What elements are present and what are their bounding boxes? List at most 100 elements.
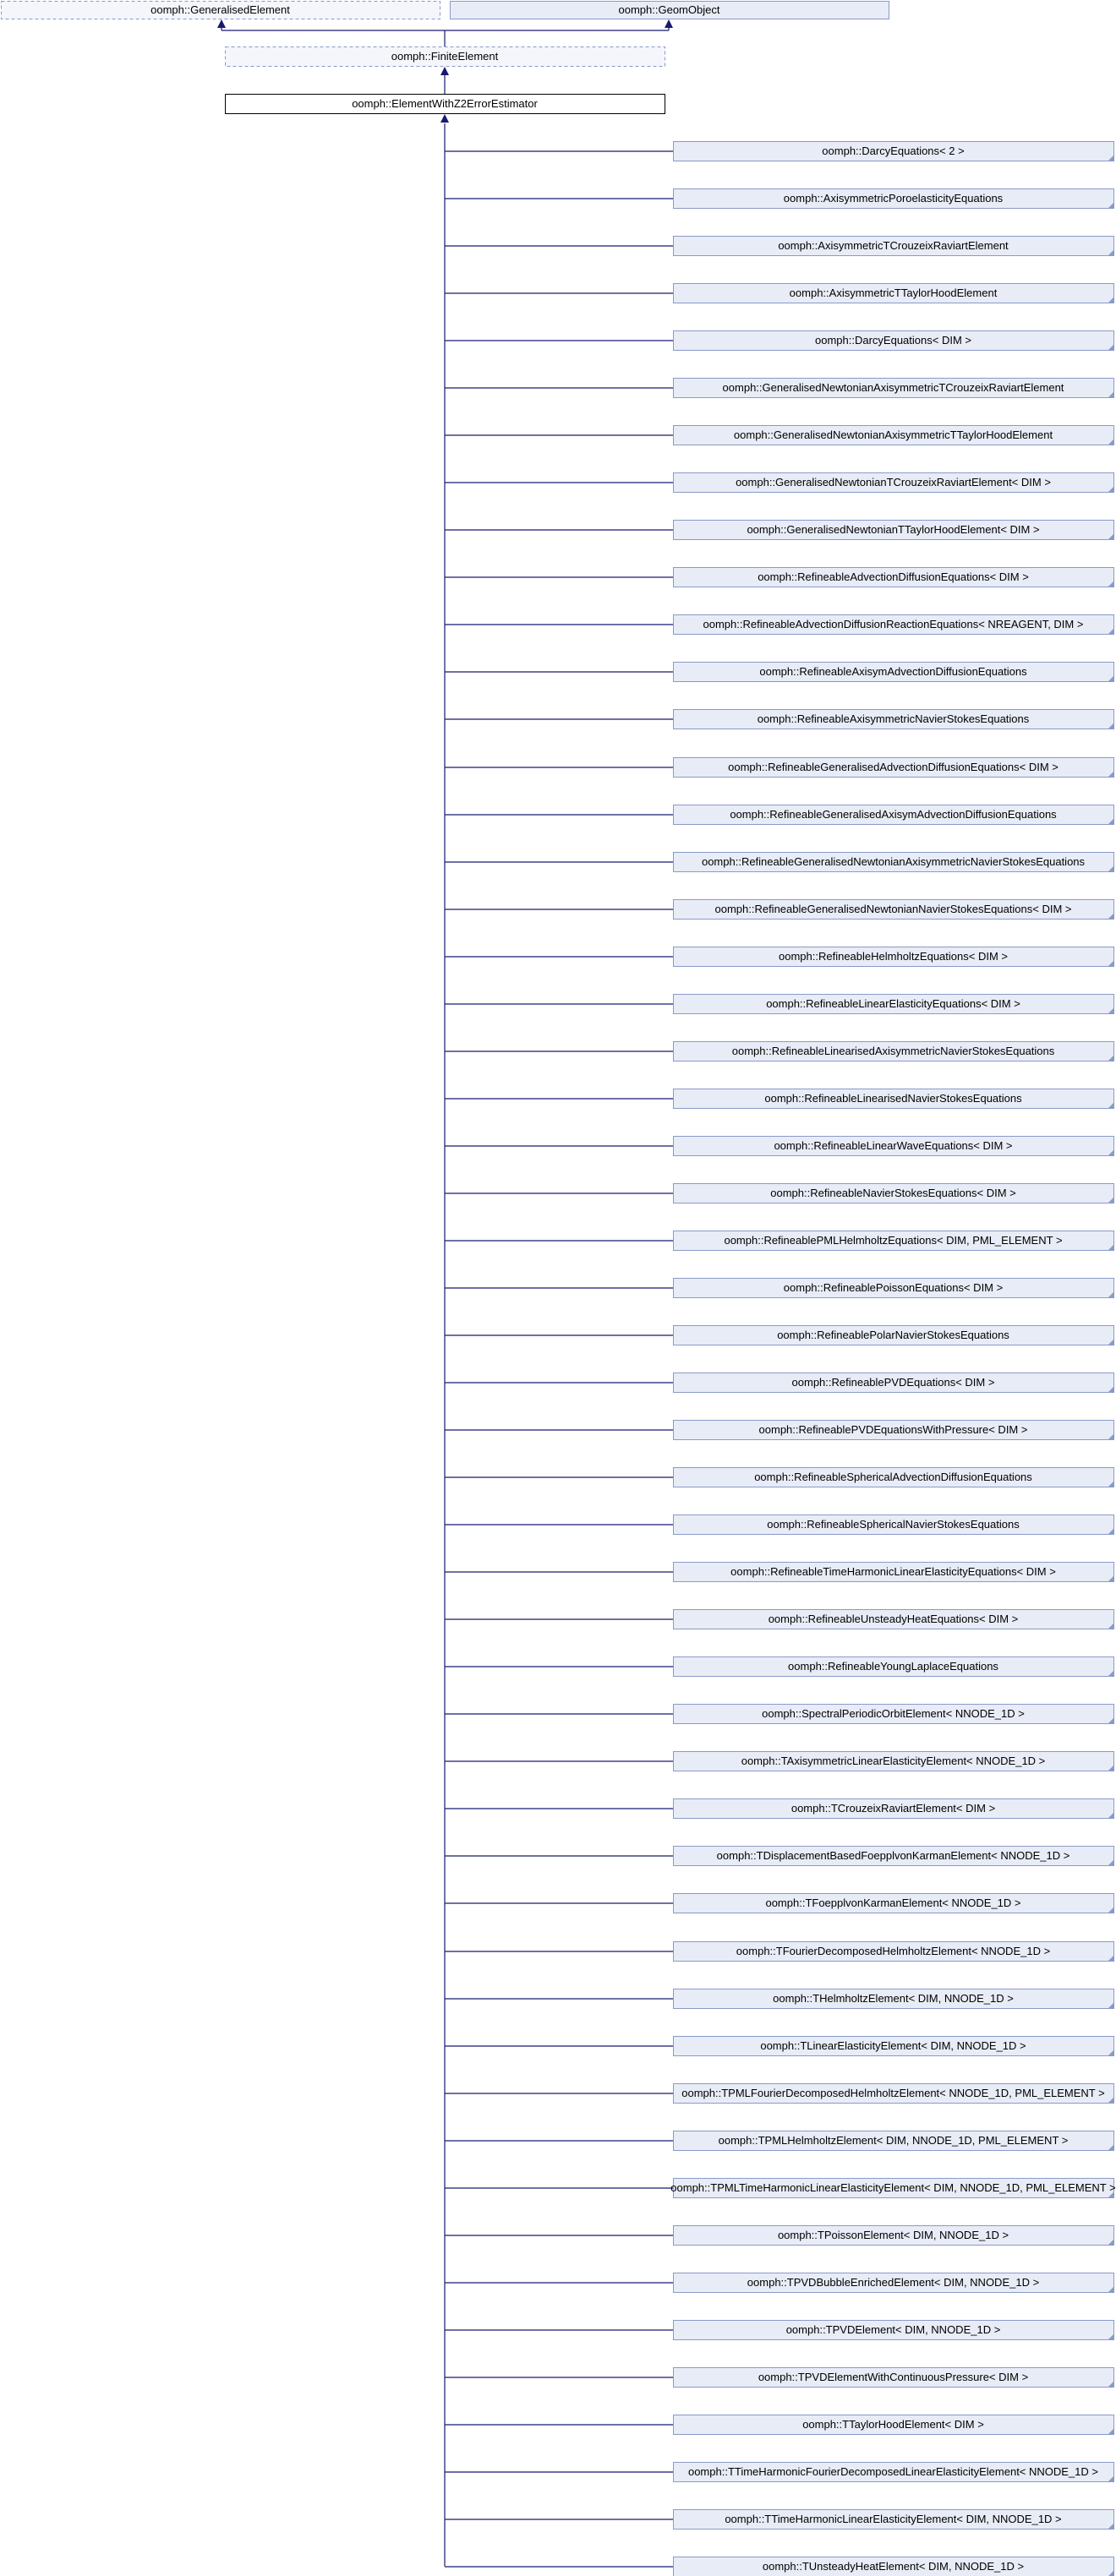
class-label[interactable]: oomph::RefineableLinearElasticityEquatio… xyxy=(766,997,1020,1010)
class-label[interactable]: oomph::SpectralPeriodicOrbitElement< NNO… xyxy=(762,1707,1025,1720)
class-label[interactable]: oomph::TTimeHarmonicFourierDecomposedLin… xyxy=(688,2465,1098,2478)
class-label[interactable]: oomph::TUnsteadyHeatElement< DIM, NNODE_… xyxy=(763,2560,1024,2573)
class-box[interactable] xyxy=(673,852,1114,872)
class-box[interactable] xyxy=(673,805,1114,825)
class-box[interactable] xyxy=(673,2083,1114,2104)
class-box[interactable] xyxy=(673,1562,1114,1582)
class-label[interactable]: oomph::RefineablePMLHelmholtzEquations< … xyxy=(724,1234,1062,1247)
class-label[interactable]: oomph::RefineableGeneralisedAdvectionDif… xyxy=(728,761,1059,773)
class-label[interactable]: oomph::RefineableSphericalNavierStokesEq… xyxy=(767,1518,1020,1531)
class-label[interactable]: oomph::RefineablePolarNavierStokesEquati… xyxy=(777,1329,1009,1341)
class-label[interactable]: oomph::AxisymmetricTTaylorHoodElement xyxy=(790,287,998,299)
class-label[interactable]: oomph::GeneralisedNewtonianAxisymmetricT… xyxy=(723,381,1064,394)
class-label[interactable]: oomph::AxisymmetricPoroelasticityEquatio… xyxy=(784,192,1004,205)
class-box[interactable] xyxy=(225,46,665,67)
class-label[interactable]: oomph::DarcyEquations< 2 > xyxy=(822,145,964,157)
class-label[interactable]: oomph::RefineableAxisymAdvectionDiffusio… xyxy=(759,665,1027,678)
class-label[interactable]: oomph::AxisymmetricTCrouzeixRaviartEleme… xyxy=(778,239,1009,252)
class-label[interactable]: oomph::RefineableGeneralisedAxisymAdvect… xyxy=(730,808,1057,821)
class-label[interactable]: oomph::GeneralisedNewtonianTCrouzeixRavi… xyxy=(736,476,1051,488)
class-box[interactable] xyxy=(673,236,1114,256)
class-box[interactable] xyxy=(673,2462,1114,2482)
class-label[interactable]: oomph::RefineableGeneralisedNewtonianNav… xyxy=(714,903,1071,915)
class-box[interactable] xyxy=(673,947,1114,967)
class-label[interactable]: oomph::RefineableLinearisedNavierStokesE… xyxy=(764,1092,1022,1105)
class-box[interactable] xyxy=(673,1893,1114,1913)
class-label[interactable]: oomph::RefineableSphericalAdvectionDiffu… xyxy=(754,1471,1032,1483)
class-box[interactable] xyxy=(673,994,1114,1014)
class-box[interactable] xyxy=(673,2557,1114,2576)
class-box[interactable] xyxy=(673,2273,1114,2293)
class-box[interactable] xyxy=(673,520,1114,540)
class-label[interactable]: oomph::TDisplacementBasedFoepplvonKarman… xyxy=(717,1849,1070,1862)
class-label[interactable]: oomph::RefineableHelmholtzEquations< DIM… xyxy=(779,950,1008,963)
class-label[interactable]: oomph::TTimeHarmonicLinearElasticityElem… xyxy=(725,2513,1061,2525)
class-label[interactable]: oomph::RefineablePoissonEquations< DIM > xyxy=(784,1281,1003,1294)
class-label[interactable]: oomph::GeneralisedNewtonianTTaylorHoodEl… xyxy=(747,523,1039,536)
class-box[interactable] xyxy=(673,188,1114,209)
class-label[interactable]: oomph::TCrouzeixRaviartElement< DIM > xyxy=(791,1802,995,1815)
class-box[interactable] xyxy=(673,1278,1114,1298)
class-label[interactable]: oomph::RefineableUnsteadyHeatEquations< … xyxy=(769,1613,1019,1625)
class-label[interactable]: oomph::TFoepplvonKarmanElement< NNODE_1D… xyxy=(765,1897,1020,1909)
class-box[interactable] xyxy=(673,141,1114,161)
class-box[interactable] xyxy=(673,709,1114,729)
class-label[interactable]: oomph::TFourierDecomposedHelmholtzElemen… xyxy=(736,1945,1050,1957)
class-label[interactable]: oomph::RefineableLinearWaveEquations< DI… xyxy=(774,1139,1012,1152)
class-box[interactable] xyxy=(673,1325,1114,1345)
class-label[interactable]: oomph::RefineableAdvectionDiffusionEquat… xyxy=(758,570,1029,583)
class-box[interactable] xyxy=(673,1751,1114,1771)
class-box[interactable] xyxy=(673,2320,1114,2340)
class-box[interactable] xyxy=(450,1,889,19)
class-label[interactable]: oomph::TTaylorHoodElement< DIM > xyxy=(802,2418,984,2431)
class-label[interactable]: oomph::RefineableNavierStokesEquations< … xyxy=(770,1187,1016,1199)
class-label[interactable]: oomph::RefineablePVDEquations< DIM > xyxy=(792,1376,995,1389)
class-box[interactable] xyxy=(673,1420,1114,1440)
class-box[interactable] xyxy=(673,330,1114,351)
class-box[interactable] xyxy=(673,1656,1114,1677)
class-label[interactable]: oomph::TPVDBubbleEnrichedElement< DIM, N… xyxy=(747,2276,1039,2289)
class-box[interactable] xyxy=(673,2225,1114,2246)
class-label[interactable]: oomph::RefineablePVDEquationsWithPressur… xyxy=(759,1423,1028,1436)
class-box[interactable] xyxy=(673,2367,1114,2388)
class-box[interactable] xyxy=(673,1183,1114,1203)
class-label[interactable]: oomph::TPVDElement< DIM, NNODE_1D > xyxy=(786,2323,1001,2336)
class-label[interactable]: oomph::RefineableAdvectionDiffusionReact… xyxy=(703,618,1084,630)
class-box[interactable] xyxy=(673,1704,1114,1724)
class-label[interactable]: oomph::FiniteElement xyxy=(391,50,499,63)
class-box[interactable] xyxy=(673,1136,1114,1156)
class-box[interactable] xyxy=(673,472,1114,493)
class-box[interactable] xyxy=(1,1,440,19)
class-label[interactable]: oomph::GeneralisedElement xyxy=(150,3,290,16)
class-label[interactable]: oomph::DarcyEquations< DIM > xyxy=(815,334,971,347)
class-box[interactable] xyxy=(673,757,1114,778)
class-label[interactable]: oomph::TPMLHelmholtzElement< DIM, NNODE_… xyxy=(719,2134,1069,2147)
class-label[interactable]: oomph::GeneralisedNewtonianAxisymmetricT… xyxy=(734,428,1053,441)
class-label[interactable]: oomph::TAxisymmetricLinearElasticityElem… xyxy=(741,1755,1046,1767)
class-label[interactable]: oomph::TPMLFourierDecomposedHelmholtzEle… xyxy=(681,2087,1104,2099)
class-box[interactable] xyxy=(673,1231,1114,1251)
class-box[interactable] xyxy=(673,1989,1114,2009)
class-label[interactable]: oomph::RefineableLinearisedAxisymmetricN… xyxy=(732,1045,1055,1057)
class-label[interactable]: oomph::RefineableAxisymmetricNavierStoke… xyxy=(758,712,1030,725)
class-box[interactable] xyxy=(673,425,1114,445)
class-box[interactable] xyxy=(673,1514,1114,1535)
class-label[interactable]: oomph::RefineableTimeHarmonicLinearElast… xyxy=(730,1565,1056,1578)
class-box[interactable] xyxy=(673,1373,1114,1393)
class-box[interactable] xyxy=(673,1941,1114,1962)
class-box[interactable] xyxy=(673,614,1114,635)
class-label[interactable]: oomph::RefineableGeneralisedNewtonianAxi… xyxy=(702,855,1086,868)
class-label[interactable]: oomph::TLinearElasticityElement< DIM, NN… xyxy=(760,2039,1026,2052)
class-box[interactable] xyxy=(673,2509,1114,2530)
class-label[interactable]: oomph::RefineableYoungLaplaceEquations xyxy=(788,1660,998,1673)
class-box[interactable] xyxy=(673,1041,1114,1062)
class-box[interactable] xyxy=(673,1089,1114,1109)
class-box[interactable] xyxy=(673,2131,1114,2151)
class-box[interactable] xyxy=(673,1798,1114,1819)
class-box[interactable] xyxy=(673,899,1114,920)
class-label[interactable]: oomph::THelmholtzElement< DIM, NNODE_1D … xyxy=(773,1992,1014,2005)
class-label[interactable]: oomph::TPVDElementWithContinuousPressure… xyxy=(758,2371,1028,2383)
class-box[interactable] xyxy=(673,1609,1114,1629)
class-box[interactable] xyxy=(673,662,1114,682)
class-label[interactable]: oomph::GeomObject xyxy=(619,3,720,16)
